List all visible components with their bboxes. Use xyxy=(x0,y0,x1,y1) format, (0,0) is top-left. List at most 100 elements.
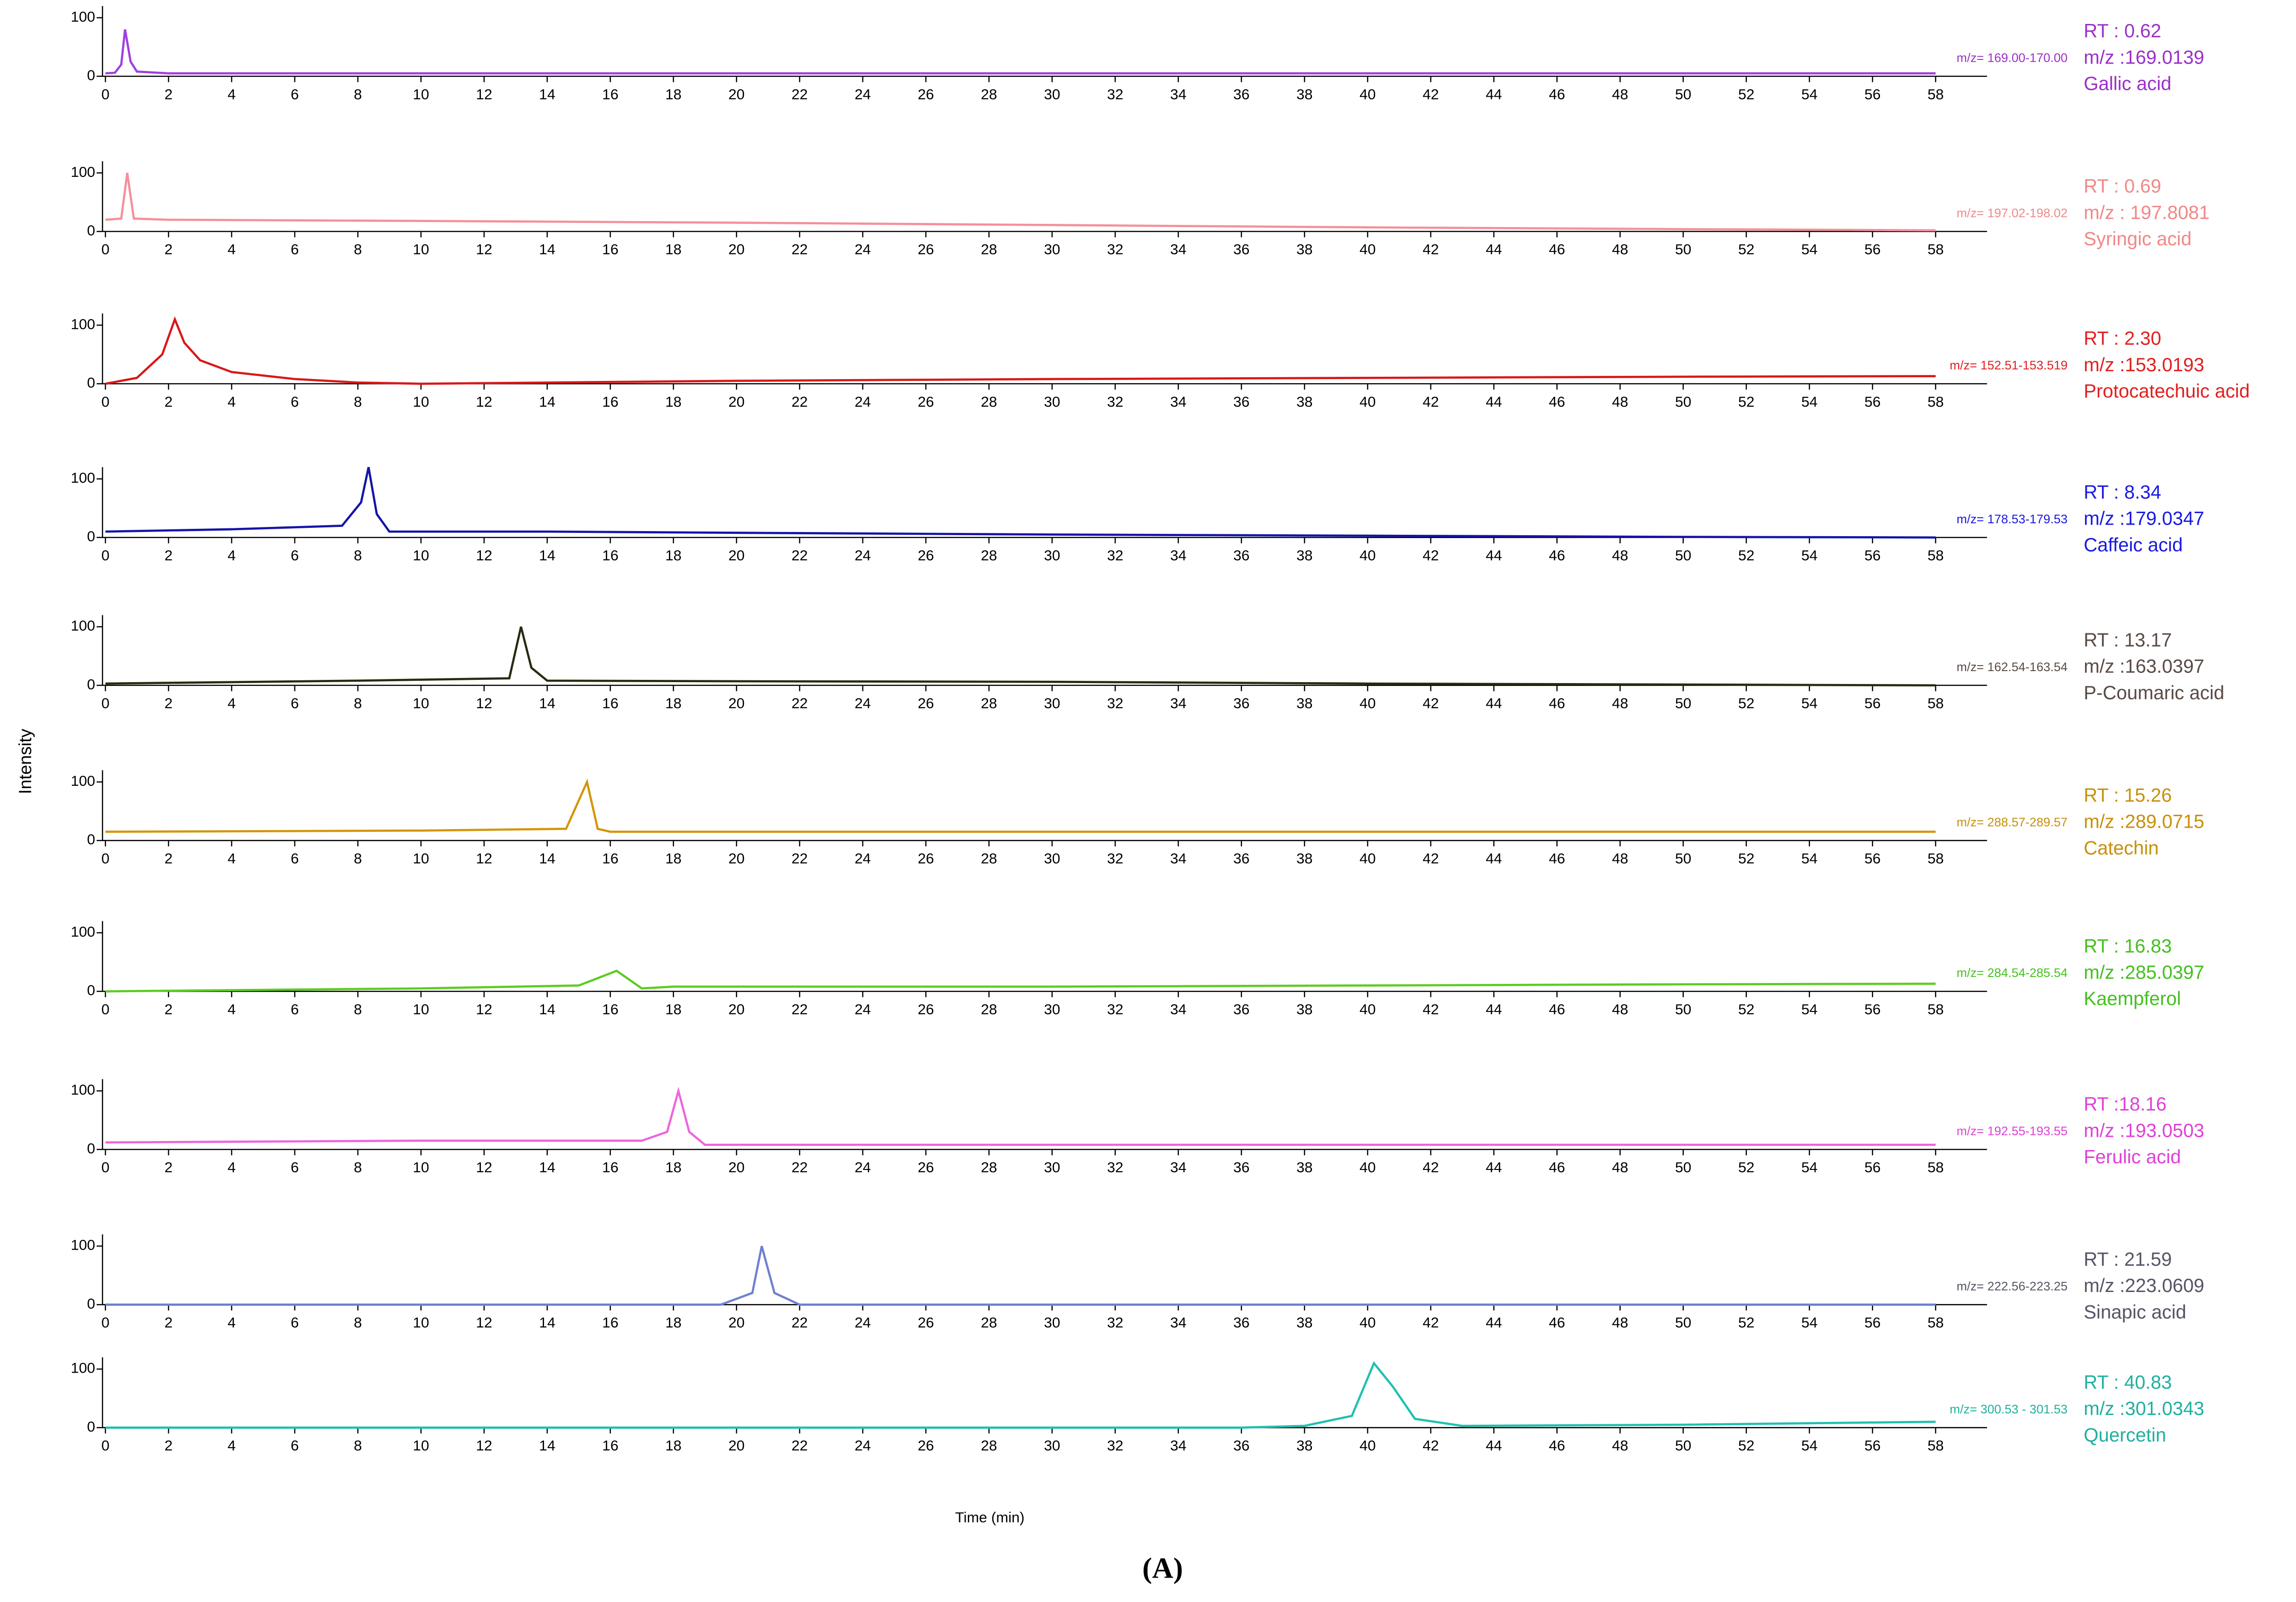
x-tick-label: 20 xyxy=(728,695,744,712)
x-tick-label: 50 xyxy=(1675,241,1691,257)
x-tick-label: 16 xyxy=(602,86,618,102)
x-tick-label: 4 xyxy=(228,1001,236,1017)
x-tick-label: 0 xyxy=(101,1314,110,1331)
y-tick-label: 100 xyxy=(71,1082,95,1098)
x-tick-label: 36 xyxy=(1233,241,1249,257)
x-tick-label: 6 xyxy=(291,241,299,257)
x-tick-label: 58 xyxy=(1927,695,1944,712)
x-tick-label: 36 xyxy=(1233,695,1249,712)
x-tick-label: 6 xyxy=(291,1159,299,1175)
x-tick-label: 42 xyxy=(1423,86,1439,102)
rt-label: RT : 13.17 xyxy=(2084,629,2172,650)
x-tick-label: 18 xyxy=(665,1159,681,1175)
x-tick-label: 50 xyxy=(1675,850,1691,867)
x-tick-label: 10 xyxy=(413,86,429,102)
y-tick-label: 0 xyxy=(87,676,95,692)
x-tick-label: 16 xyxy=(602,393,618,410)
x-tick-label: 6 xyxy=(291,1314,299,1331)
compound-name: Ferulic acid xyxy=(2084,1146,2181,1167)
x-tick-label: 32 xyxy=(1107,1001,1123,1017)
x-tick-label: 24 xyxy=(855,1159,871,1175)
x-tick-label: 4 xyxy=(228,241,236,257)
mz-range-label: m/z= 169.00-170.00 xyxy=(1956,51,2068,65)
x-tick-label: 58 xyxy=(1927,393,1944,410)
x-tick-label: 40 xyxy=(1359,1437,1376,1454)
x-tick-label: 46 xyxy=(1549,695,1565,712)
x-tick-label: 10 xyxy=(413,1001,429,1017)
compound-name: Sinapic acid xyxy=(2084,1301,2186,1322)
mz-label: m/z :163.0397 xyxy=(2084,656,2204,677)
y-tick-label: 100 xyxy=(71,316,95,332)
x-tick-label: 58 xyxy=(1927,1001,1944,1017)
y-axis-label: Intensity xyxy=(15,729,35,794)
x-tick-label: 44 xyxy=(1486,1159,1502,1175)
x-tick-label: 10 xyxy=(413,241,429,257)
trace-line xyxy=(105,173,1936,232)
x-tick-label: 2 xyxy=(164,1314,173,1331)
mz-label: m/z :301.0343 xyxy=(2084,1398,2204,1419)
x-tick-label: 12 xyxy=(476,547,492,564)
x-tick-label: 20 xyxy=(728,86,744,102)
trace-line xyxy=(105,970,1936,993)
x-tick-label: 52 xyxy=(1738,1159,1754,1175)
x-tick-label: 58 xyxy=(1927,86,1944,102)
x-tick-label: 48 xyxy=(1612,850,1628,867)
x-tick-label: 12 xyxy=(476,1001,492,1017)
x-tick-label: 40 xyxy=(1359,547,1376,564)
x-tick-label: 56 xyxy=(1864,850,1880,867)
x-tick-label: 26 xyxy=(918,86,934,102)
x-tick-label: 20 xyxy=(728,1001,744,1017)
x-tick-label: 44 xyxy=(1486,86,1502,102)
y-tick-label: 0 xyxy=(87,982,95,999)
x-tick-label: 50 xyxy=(1675,1437,1691,1454)
x-tick-label: 32 xyxy=(1107,241,1123,257)
x-tick-label: 44 xyxy=(1486,850,1502,867)
x-tick-label: 14 xyxy=(539,241,555,257)
x-tick-label: 12 xyxy=(476,86,492,102)
trace-line xyxy=(105,626,1936,687)
x-tick-label: 54 xyxy=(1801,850,1817,867)
y-tick-label: 0 xyxy=(87,831,95,848)
x-tick-label: 36 xyxy=(1233,1159,1249,1175)
x-tick-label: 44 xyxy=(1486,1314,1502,1331)
x-tick-label: 46 xyxy=(1549,241,1565,257)
x-tick-label: 26 xyxy=(918,695,934,712)
x-tick-label: 0 xyxy=(101,1159,110,1175)
x-tick-label: 38 xyxy=(1296,1437,1312,1454)
x-tick-label: 54 xyxy=(1801,1314,1817,1331)
x-tick-label: 42 xyxy=(1423,547,1439,564)
x-tick-label: 12 xyxy=(476,1159,492,1175)
x-tick-label: 22 xyxy=(791,1159,808,1175)
x-tick-label: 34 xyxy=(1170,547,1186,564)
compound-name: Syringic acid xyxy=(2084,228,2191,250)
x-tick-label: 44 xyxy=(1486,241,1502,257)
trace-line xyxy=(105,778,1936,833)
x-tick-label: 28 xyxy=(981,1314,997,1331)
x-tick-label: 26 xyxy=(918,547,934,564)
mz-label: m/z :289.0715 xyxy=(2084,811,2204,832)
x-tick-label: 26 xyxy=(918,241,934,257)
x-tick-label: 42 xyxy=(1423,695,1439,712)
x-tick-label: 48 xyxy=(1612,1159,1628,1175)
x-tick-label: 8 xyxy=(354,1437,362,1454)
x-tick-label: 8 xyxy=(354,393,362,410)
x-tick-label: 38 xyxy=(1296,393,1312,410)
x-tick-label: 0 xyxy=(101,1437,110,1454)
x-tick-label: 28 xyxy=(981,86,997,102)
x-tick-label: 44 xyxy=(1486,1001,1502,1017)
compound-name: Quercetin xyxy=(2084,1424,2166,1445)
x-tick-label: 30 xyxy=(1044,695,1060,712)
x-tick-label: 58 xyxy=(1927,241,1944,257)
x-tick-label: 20 xyxy=(728,1314,744,1331)
x-tick-label: 4 xyxy=(228,1159,236,1175)
x-tick-label: 16 xyxy=(602,1001,618,1017)
mz-range-label: m/z= 178.53-179.53 xyxy=(1956,512,2068,526)
x-tick-label: 50 xyxy=(1675,393,1691,410)
x-tick-label: 32 xyxy=(1107,86,1123,102)
x-tick-label: 26 xyxy=(918,1159,934,1175)
rt-label: RT : 0.62 xyxy=(2084,20,2161,41)
x-tick-label: 32 xyxy=(1107,1437,1123,1454)
x-tick-label: 2 xyxy=(164,547,173,564)
x-tick-label: 42 xyxy=(1423,1001,1439,1017)
